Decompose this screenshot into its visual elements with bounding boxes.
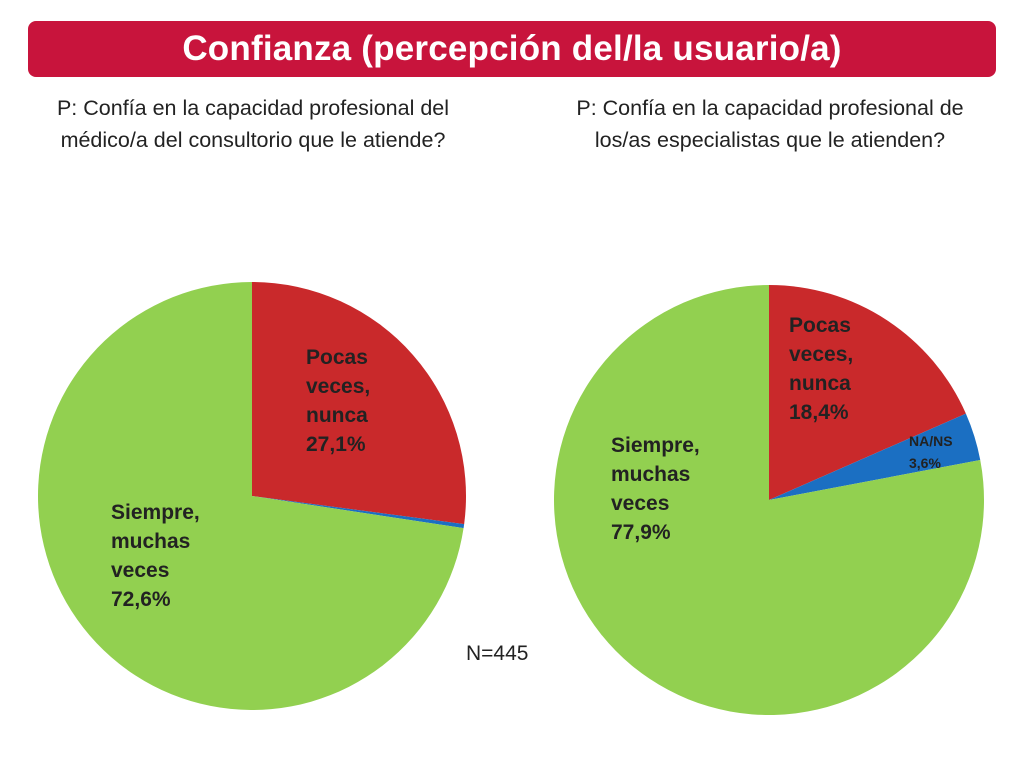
pie-label-line: veces xyxy=(111,559,169,582)
pie-label-0-2: Siempre, muchas veces 72,6% xyxy=(111,501,200,611)
pie-label-1-0: Pocas veces, nunca 18,4% xyxy=(789,314,853,424)
pie-label-line: 3,6% xyxy=(909,455,941,471)
pie-slice-0-2 xyxy=(38,282,464,710)
pie-label-line: Pocas xyxy=(789,314,851,337)
pie-label-line: 18,4% xyxy=(789,401,849,424)
pie-label-line: 77,9% xyxy=(611,521,671,544)
pie-label-1-2: Siempre, muchas veces 77,9% xyxy=(611,434,700,544)
pie-label-0-0: Pocas veces, nunca 27,1% xyxy=(306,346,370,456)
pie-label-line: veces, xyxy=(789,343,853,366)
pie-slice-1-1 xyxy=(769,413,981,500)
pie-label-line: Siempre, xyxy=(611,434,700,457)
pie-label-line: muchas xyxy=(611,463,690,486)
page-title: Confianza (percepción del/la usuario/a) xyxy=(182,29,842,68)
pie-label-line: 72,6% xyxy=(111,588,171,611)
pie-label-line: veces xyxy=(611,492,669,515)
question-right: P: Confía en la capacidad profesional de… xyxy=(576,96,964,152)
title-banner: Confianza (percepción del/la usuario/a) xyxy=(28,21,996,77)
pie-label-line: nunca xyxy=(789,372,851,395)
pie-chart-consultorio: Pocas veces, nunca 27,1% Siempre, muchas veces… xyxy=(38,282,466,710)
pie-label-line: Pocas xyxy=(306,346,368,369)
pie-slice-0-0 xyxy=(252,282,466,525)
pie-label-line: Siempre, xyxy=(111,501,200,524)
pie-label-line: muchas xyxy=(111,530,190,553)
pie-chart-especialistas: Pocas veces, nunca 18,4% NA/NS 3,6% Siempre, mu… xyxy=(553,285,984,716)
pie-slice-0-1 xyxy=(252,496,465,529)
pie-label-line: NA/NS xyxy=(909,433,953,449)
pie-label-line: veces, xyxy=(306,375,370,398)
pie-label-line: nunca xyxy=(306,404,368,427)
sample-size-note: N=445 xyxy=(466,642,529,665)
pie-slice-1-2 xyxy=(553,285,984,716)
pie-label-line: 27,1% xyxy=(306,433,366,456)
question-left: P: Confía en la capacidad profesional de… xyxy=(56,96,450,152)
pie-slice-1-0 xyxy=(769,285,966,500)
pie-label-1-1: NA/NS 3,6% xyxy=(909,433,953,471)
